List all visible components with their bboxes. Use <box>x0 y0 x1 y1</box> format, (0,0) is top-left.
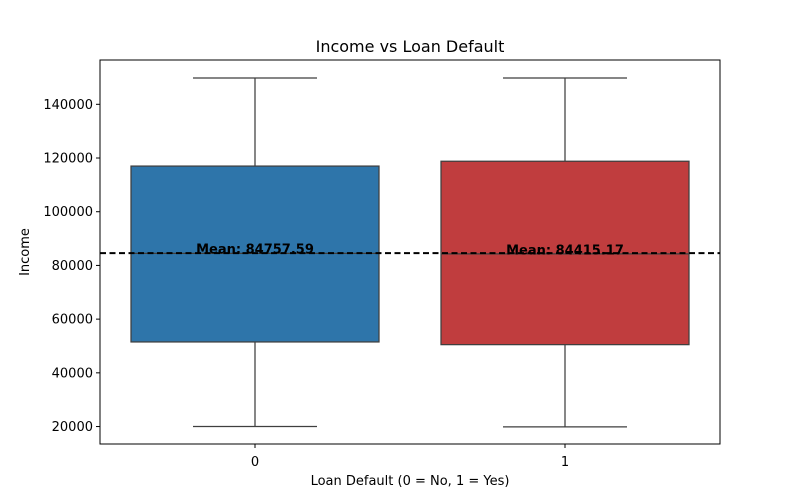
x-axis-label: Loan Default (0 = No, 1 = Yes) <box>311 474 510 489</box>
y-axis: 20000 40000 60000 80000 100000 120000 140000 <box>43 98 100 435</box>
y-tick-label-100000: 100000 <box>43 205 93 220</box>
mean-label-0: Mean: 84757.59 <box>196 243 314 258</box>
y-axis-label: Income <box>18 228 33 276</box>
x-tick-label-0: 0 <box>251 455 259 470</box>
y-tick-label-20000: 20000 <box>52 420 93 435</box>
y-tick-label-140000: 140000 <box>43 98 93 113</box>
y-tick-label-120000: 120000 <box>43 152 93 167</box>
y-tick-label-60000: 60000 <box>52 313 93 328</box>
plot-frame <box>99 59 721 445</box>
mean-label-1: Mean: 84415.17 <box>506 244 624 259</box>
plot-area: Mean: 84757.59 Mean: 84415.17 <box>100 77 720 428</box>
y-tick-label-80000: 80000 <box>52 259 93 274</box>
chart-title: Income vs Loan Default <box>316 37 505 56</box>
y-tick-label-40000: 40000 <box>52 366 93 381</box>
x-tick-label-1: 1 <box>561 455 569 470</box>
